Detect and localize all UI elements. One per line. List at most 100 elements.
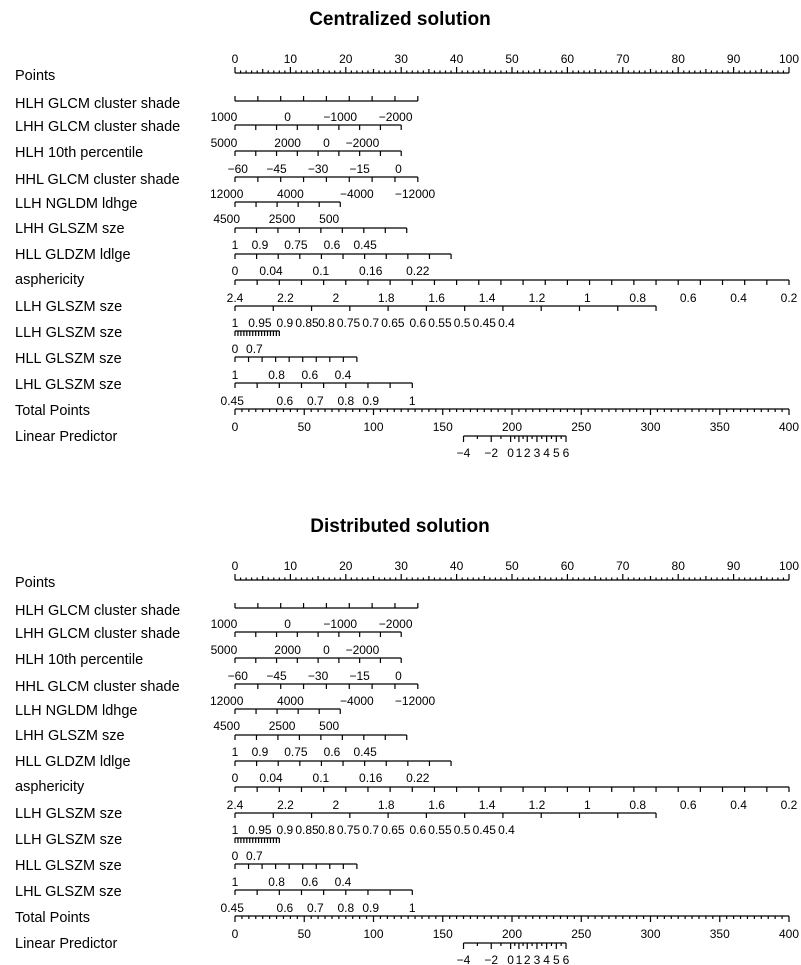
tick-label: 0	[323, 643, 330, 657]
row-label: HLH GLCM cluster shade	[15, 96, 180, 112]
tick-label: −12000	[395, 694, 436, 708]
tick-label: 1	[232, 745, 239, 759]
tick-label: 70	[616, 52, 630, 66]
tick-label: 0.95	[248, 316, 272, 330]
tick-label: 0.9	[252, 745, 269, 759]
tick-label: 1	[232, 875, 239, 889]
row-label: HLH 10th percentile	[15, 145, 143, 161]
tick-label: 12000	[210, 694, 244, 708]
row-label: Points	[15, 575, 55, 591]
nomogram-panel: Distributed solution Points HLH GLCM clust…	[15, 516, 799, 965]
tick-label: 0.45	[354, 745, 378, 759]
total-points-label: 300	[640, 927, 660, 941]
tick-label: 0.55	[428, 823, 452, 837]
tick-label: 0	[232, 52, 239, 66]
tick-label: 1	[409, 901, 416, 915]
tick-label: 0.9	[362, 901, 379, 915]
tick-label: 0.45	[473, 823, 497, 837]
tick-label: 2	[332, 798, 339, 812]
tick-label: 0.8	[318, 316, 335, 330]
tick-label: −1000	[323, 617, 357, 631]
linear-predictor-label: 4	[543, 446, 550, 460]
tick-label: 0.4	[335, 875, 352, 889]
tick-label: 4000	[277, 694, 304, 708]
tick-label: 500	[319, 719, 339, 733]
tick-label: 90	[727, 559, 741, 573]
tick-label: 1.2	[529, 291, 546, 305]
tick-label: 0.4	[335, 368, 352, 382]
tick-label: 0.8	[268, 875, 285, 889]
tick-label: 2	[332, 291, 339, 305]
row-label: HLL GLSZM sze	[15, 351, 122, 367]
tick-label: −2000	[346, 643, 380, 657]
tick-label: 0.6	[277, 394, 294, 408]
row-label: LLH GLSZM sze	[15, 325, 122, 341]
tick-label: 5000	[211, 643, 238, 657]
tick-label: 0	[232, 342, 239, 356]
tick-label: 0.1	[313, 771, 330, 785]
tick-label: 0.22	[406, 771, 430, 785]
row-label: LLH NGLDM ldhge	[15, 703, 138, 719]
tick-label: 0.6	[301, 875, 318, 889]
tick-label: 0.95	[248, 823, 272, 837]
tick-label: 0.16	[359, 264, 383, 278]
tick-label: 0.75	[337, 316, 361, 330]
tick-label: 0.04	[259, 771, 283, 785]
tick-label: 0.4	[498, 316, 515, 330]
tick-label: 2.4	[227, 798, 244, 812]
tick-label: 0.75	[337, 823, 361, 837]
tick-label: 1	[232, 823, 239, 837]
tick-label: 20	[339, 52, 353, 66]
row-label: asphericity	[15, 272, 85, 288]
tick-label: 0.8	[337, 394, 354, 408]
tick-label: 0	[395, 162, 402, 176]
tick-label: −15	[349, 669, 370, 683]
tick-label: 100	[779, 559, 799, 573]
tick-label: 1.6	[428, 798, 445, 812]
linear-predictor-label: 1	[516, 953, 523, 965]
chart-title: Distributed solution	[310, 516, 489, 537]
total-points-label: 0	[232, 420, 239, 434]
tick-label: 2000	[274, 136, 301, 150]
row-label: Points	[15, 68, 55, 84]
tick-label: 0.5	[454, 316, 471, 330]
row-label: HLL GLSZM sze	[15, 858, 122, 874]
total-points-label: 250	[571, 420, 591, 434]
total-points-label: 150	[433, 927, 453, 941]
tick-label: −45	[266, 162, 287, 176]
tick-label: 60	[561, 52, 575, 66]
linear-predictor-label: 5	[553, 446, 560, 460]
tick-label: 2.4	[227, 291, 244, 305]
tick-label: 2.2	[277, 798, 294, 812]
tick-label: −30	[308, 162, 329, 176]
tick-label: 1	[232, 316, 239, 330]
total-points-label: 50	[298, 927, 312, 941]
tick-label: −4000	[340, 187, 374, 201]
tick-label: 0.6	[409, 316, 426, 330]
tick-label: 1.6	[428, 291, 445, 305]
tick-label: 4500	[213, 212, 240, 226]
tick-label: 0.1	[313, 264, 330, 278]
tick-label: 0.65	[381, 316, 405, 330]
tick-label: 0.7	[246, 849, 263, 863]
tick-label: 50	[505, 559, 519, 573]
total-points-label: 0	[232, 927, 239, 941]
tick-label: 1.4	[479, 291, 496, 305]
tick-label: −60	[228, 669, 249, 683]
row-label: LLH GLSZM sze	[15, 832, 122, 848]
tick-label: −2000	[379, 617, 413, 631]
tick-label: 0.7	[246, 342, 263, 356]
tick-label: −1000	[323, 110, 357, 124]
row-label: LHH GLCM cluster shade	[15, 626, 180, 642]
tick-label: 1	[409, 394, 416, 408]
tick-label: 50	[505, 52, 519, 66]
linear-predictor-label: −4	[457, 446, 471, 460]
tick-label: 1	[232, 238, 239, 252]
linear-predictor-label: 4	[543, 953, 550, 965]
tick-label: −15	[349, 162, 370, 176]
row-label: asphericity	[15, 779, 85, 795]
tick-label: 0.8	[268, 368, 285, 382]
tick-label: 0	[395, 669, 402, 683]
tick-label: 20	[339, 559, 353, 573]
tick-label: 0	[323, 136, 330, 150]
